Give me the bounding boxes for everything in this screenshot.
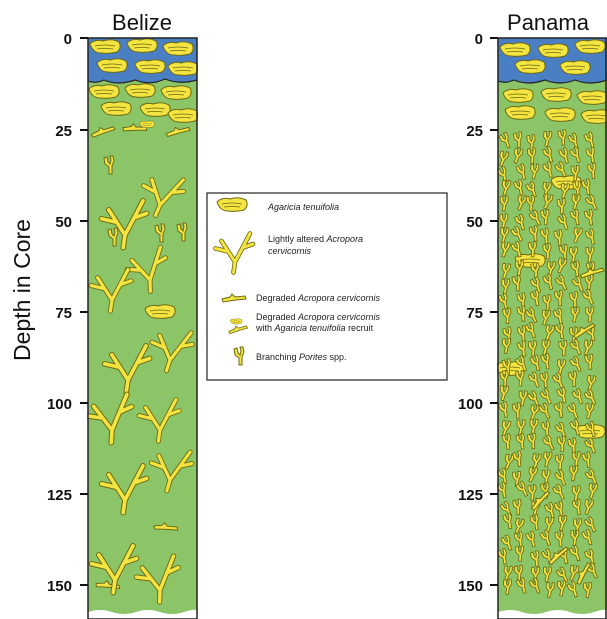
belize-sediment <box>88 38 197 617</box>
panama-depth-ticks: 0 25 50 75 100 125 150 <box>458 31 498 595</box>
legend-agaricia-icon <box>216 197 248 212</box>
panama-tick-125: 125 <box>458 487 483 504</box>
belize-core <box>86 38 198 617</box>
belize-core-outline <box>87 37 198 619</box>
panama-core-outline <box>497 37 607 619</box>
panama-title: Panama <box>507 10 590 35</box>
legend-item-agaricia: Agaricia tenuifolia <box>267 202 339 212</box>
legend-item-lightly-altered-line2: cervicornis <box>268 246 312 256</box>
panama-tick-100: 100 <box>458 396 483 413</box>
panama-core <box>497 38 607 617</box>
belize-title: Belize <box>112 10 172 35</box>
belize-tick-25: 25 <box>55 123 72 140</box>
panama-tick-50: 50 <box>466 214 483 231</box>
belize-tick-0: 0 <box>64 31 72 48</box>
legend-item-recruit: Degraded Acropora cervicornis <box>256 312 381 322</box>
legend-item-lightly-altered: Lightly altered Acropora <box>268 234 363 244</box>
panama-tick-75: 75 <box>466 305 483 322</box>
legend: Agaricia tenuifolia Lightly altered Acro… <box>206 192 448 381</box>
legend-item-recruit-line2: with Agaricia tenuifolia recruit <box>255 323 374 333</box>
legend-item-porites: Branching Porites spp. <box>256 352 347 362</box>
belize-tick-100: 100 <box>47 396 72 413</box>
belize-recruit <box>139 120 155 128</box>
belize-tick-75: 75 <box>55 305 72 322</box>
legend-recruit-plate-icon <box>229 318 243 325</box>
belize-tick-125: 125 <box>47 487 72 504</box>
legend-box <box>206 192 448 381</box>
belize-tick-150: 150 <box>47 578 72 595</box>
panama-tick-150: 150 <box>458 578 483 595</box>
belize-depth-ticks: 0 25 50 75 100 125 150 <box>47 31 88 595</box>
panama-tick-25: 25 <box>466 123 483 140</box>
belize-tick-50: 50 <box>55 214 72 231</box>
panama-tick-0: 0 <box>475 31 483 48</box>
legend-item-degraded: Degraded Acropora cervicornis <box>256 293 381 303</box>
depth-axis-title: Depth in Core <box>9 219 35 361</box>
